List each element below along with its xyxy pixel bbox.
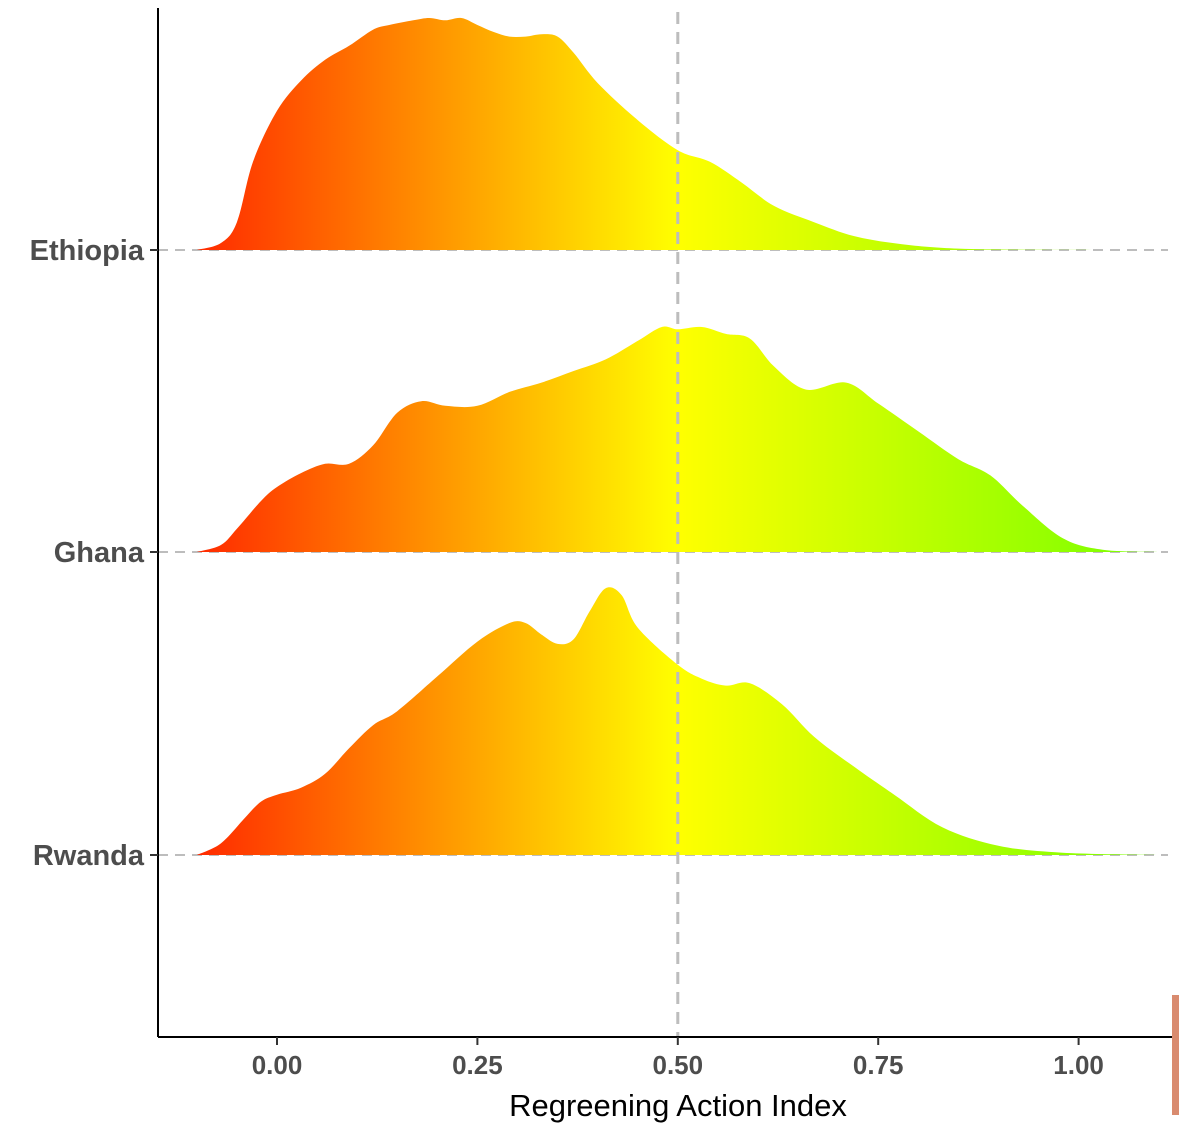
xtick-label-2: 0.50: [652, 1050, 703, 1080]
xtick-label-4: 1.00: [1053, 1050, 1104, 1080]
legend-fragment: [1172, 995, 1179, 1115]
xtick-label-0: 0.00: [252, 1050, 303, 1080]
ylabel-rwanda: Rwanda: [33, 840, 145, 872]
ridge-ethiopia: [196, 17, 1159, 250]
ylabel-ethiopia: Ethiopia: [30, 235, 145, 267]
xtick-label-3: 0.75: [853, 1050, 904, 1080]
ylabel-ghana: Ghana: [54, 537, 145, 569]
y-tick-labels: Ethiopia Ghana Rwanda: [30, 235, 158, 872]
axes: [157, 8, 1179, 1038]
xtick-label-1: 0.25: [452, 1050, 503, 1080]
x-tick-marks: 0.00 0.25 0.50 0.75 1.00: [252, 1037, 1104, 1080]
x-axis-title: Regreening Action Index: [509, 1088, 847, 1123]
